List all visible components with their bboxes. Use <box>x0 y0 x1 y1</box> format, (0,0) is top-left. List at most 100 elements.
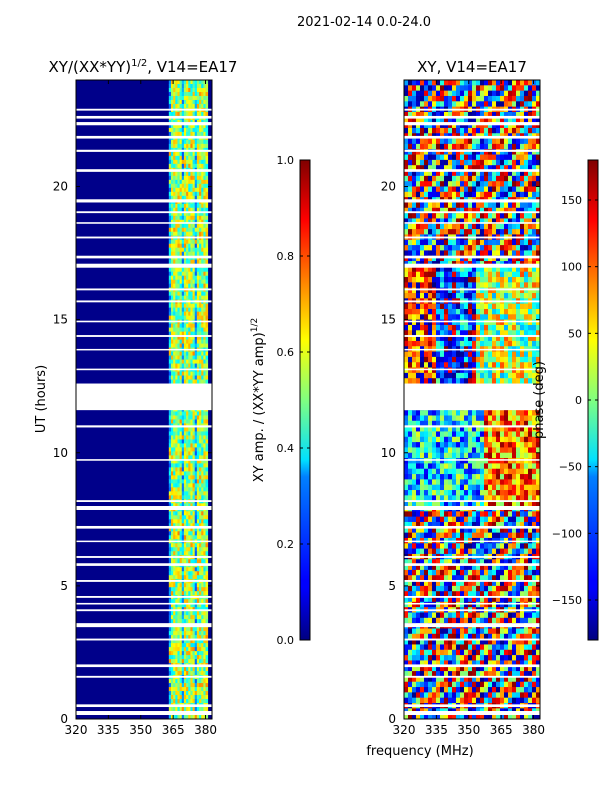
heatmap-cell <box>536 80 540 86</box>
heatmap-cell <box>504 95 509 102</box>
heatmap-cell <box>177 151 181 157</box>
heatmap-cell <box>192 139 196 145</box>
heatmap-cell <box>205 127 209 133</box>
heatmap-cell <box>464 207 469 214</box>
heatmap-cell <box>175 635 178 640</box>
heatmap-cell <box>460 255 465 262</box>
heatmap-cell <box>508 362 513 368</box>
heatmap-cell <box>508 117 513 124</box>
heatmap-cell <box>181 339 185 344</box>
heatmap-cell <box>196 523 200 528</box>
heatmap-cell <box>460 90 465 97</box>
heatmap-cell <box>181 587 185 592</box>
heatmap-cell <box>192 683 196 688</box>
heatmap-cell <box>201 535 204 540</box>
heatmap-cell <box>428 175 433 182</box>
heatmap-cell <box>532 101 537 108</box>
heatmap-cell <box>192 599 196 604</box>
heatmap-cell <box>168 151 172 157</box>
heatmap-cell <box>199 151 202 157</box>
heatmap-cell <box>196 659 200 664</box>
heatmap-cell <box>179 375 183 380</box>
heatmap-cell <box>404 271 409 278</box>
heatmap-cell <box>186 479 189 484</box>
heatmap-cell <box>196 599 200 604</box>
heatmap-cell <box>186 643 189 648</box>
heatmap-cell <box>183 359 187 364</box>
heatmap-cell <box>516 378 521 384</box>
heatmap-cell <box>532 372 537 379</box>
heatmap-cell <box>196 707 200 712</box>
heatmap-cell <box>468 362 473 368</box>
heatmap-cell <box>508 90 513 97</box>
heatmap-cell <box>192 335 196 340</box>
heatmap-cell <box>480 367 485 374</box>
heatmap-cell <box>170 375 174 380</box>
heatmap-cell <box>464 239 469 246</box>
heatmap-cell <box>168 611 172 616</box>
heatmap-cell <box>500 293 505 299</box>
heatmap-cell <box>188 683 191 688</box>
heatmap-cell <box>179 643 183 648</box>
heatmap-cell <box>201 639 204 644</box>
heatmap-cell <box>476 351 481 358</box>
amplitude-panel: XY/(XX*YY)1/2, V14=EA17 320 335 350 365 380 … <box>34 58 237 737</box>
heatmap-cell <box>186 583 189 588</box>
heatmap-cell <box>528 175 533 182</box>
heatmap-cell <box>175 479 178 484</box>
heatmap-cell <box>428 314 433 321</box>
heatmap-cell <box>196 127 200 133</box>
heatmap-cell <box>179 583 183 588</box>
heatmap-cell <box>205 227 209 233</box>
heatmap-cell <box>205 575 209 580</box>
heatmap-cell <box>181 419 185 424</box>
heatmap-cell <box>183 571 187 576</box>
heatmap-cell <box>188 659 191 664</box>
heatmap-cell <box>205 647 209 652</box>
heatmap-cell <box>190 419 193 424</box>
heatmap-cell <box>488 303 493 310</box>
heatmap-cell <box>424 287 429 294</box>
heatmap-cell <box>183 443 187 448</box>
heatmap-cell <box>203 655 206 660</box>
heatmap-cell <box>199 667 202 672</box>
heatmap-cell <box>440 122 445 129</box>
heatmap-cell <box>416 314 421 321</box>
heatmap-cell <box>412 250 417 257</box>
heatmap-cell <box>192 171 196 177</box>
heatmap-cell <box>203 323 206 329</box>
heatmap-cell <box>203 503 206 508</box>
heatmap-cell <box>168 311 172 317</box>
heatmap-cell <box>190 331 193 336</box>
heatmap-cell <box>192 695 196 700</box>
heatmap-cell <box>175 535 178 540</box>
heatmap-cell <box>512 154 517 161</box>
heatmap-cell <box>536 335 540 342</box>
heatmap-cell <box>484 149 489 155</box>
heatmap-cell <box>408 239 413 246</box>
heatmap-cell <box>201 467 204 472</box>
heatmap-cell <box>500 250 505 257</box>
heatmap-cell <box>468 277 473 283</box>
heatmap-cell <box>183 411 187 416</box>
heatmap-cell <box>436 85 441 92</box>
heatmap-cell <box>194 191 198 197</box>
heatmap-cell <box>186 587 189 592</box>
heatmap-cell <box>205 123 209 129</box>
heatmap-cell <box>173 331 176 336</box>
heatmap-cell <box>428 324 433 331</box>
heatmap-cell <box>196 163 200 169</box>
heatmap-cell <box>170 459 174 464</box>
heatmap-cell <box>183 355 187 360</box>
heatmap-cell <box>188 295 191 301</box>
heatmap-cell <box>408 170 413 177</box>
heatmap-cell <box>183 215 187 221</box>
heatmap-cell <box>468 213 473 219</box>
heatmap-cell <box>168 515 172 520</box>
heatmap-cell <box>476 319 481 326</box>
heatmap-cell <box>412 154 417 161</box>
heatmap-cell <box>476 101 481 108</box>
heatmap-cell <box>476 277 481 283</box>
heatmap-cell <box>199 511 202 516</box>
heatmap-cell <box>476 95 481 102</box>
